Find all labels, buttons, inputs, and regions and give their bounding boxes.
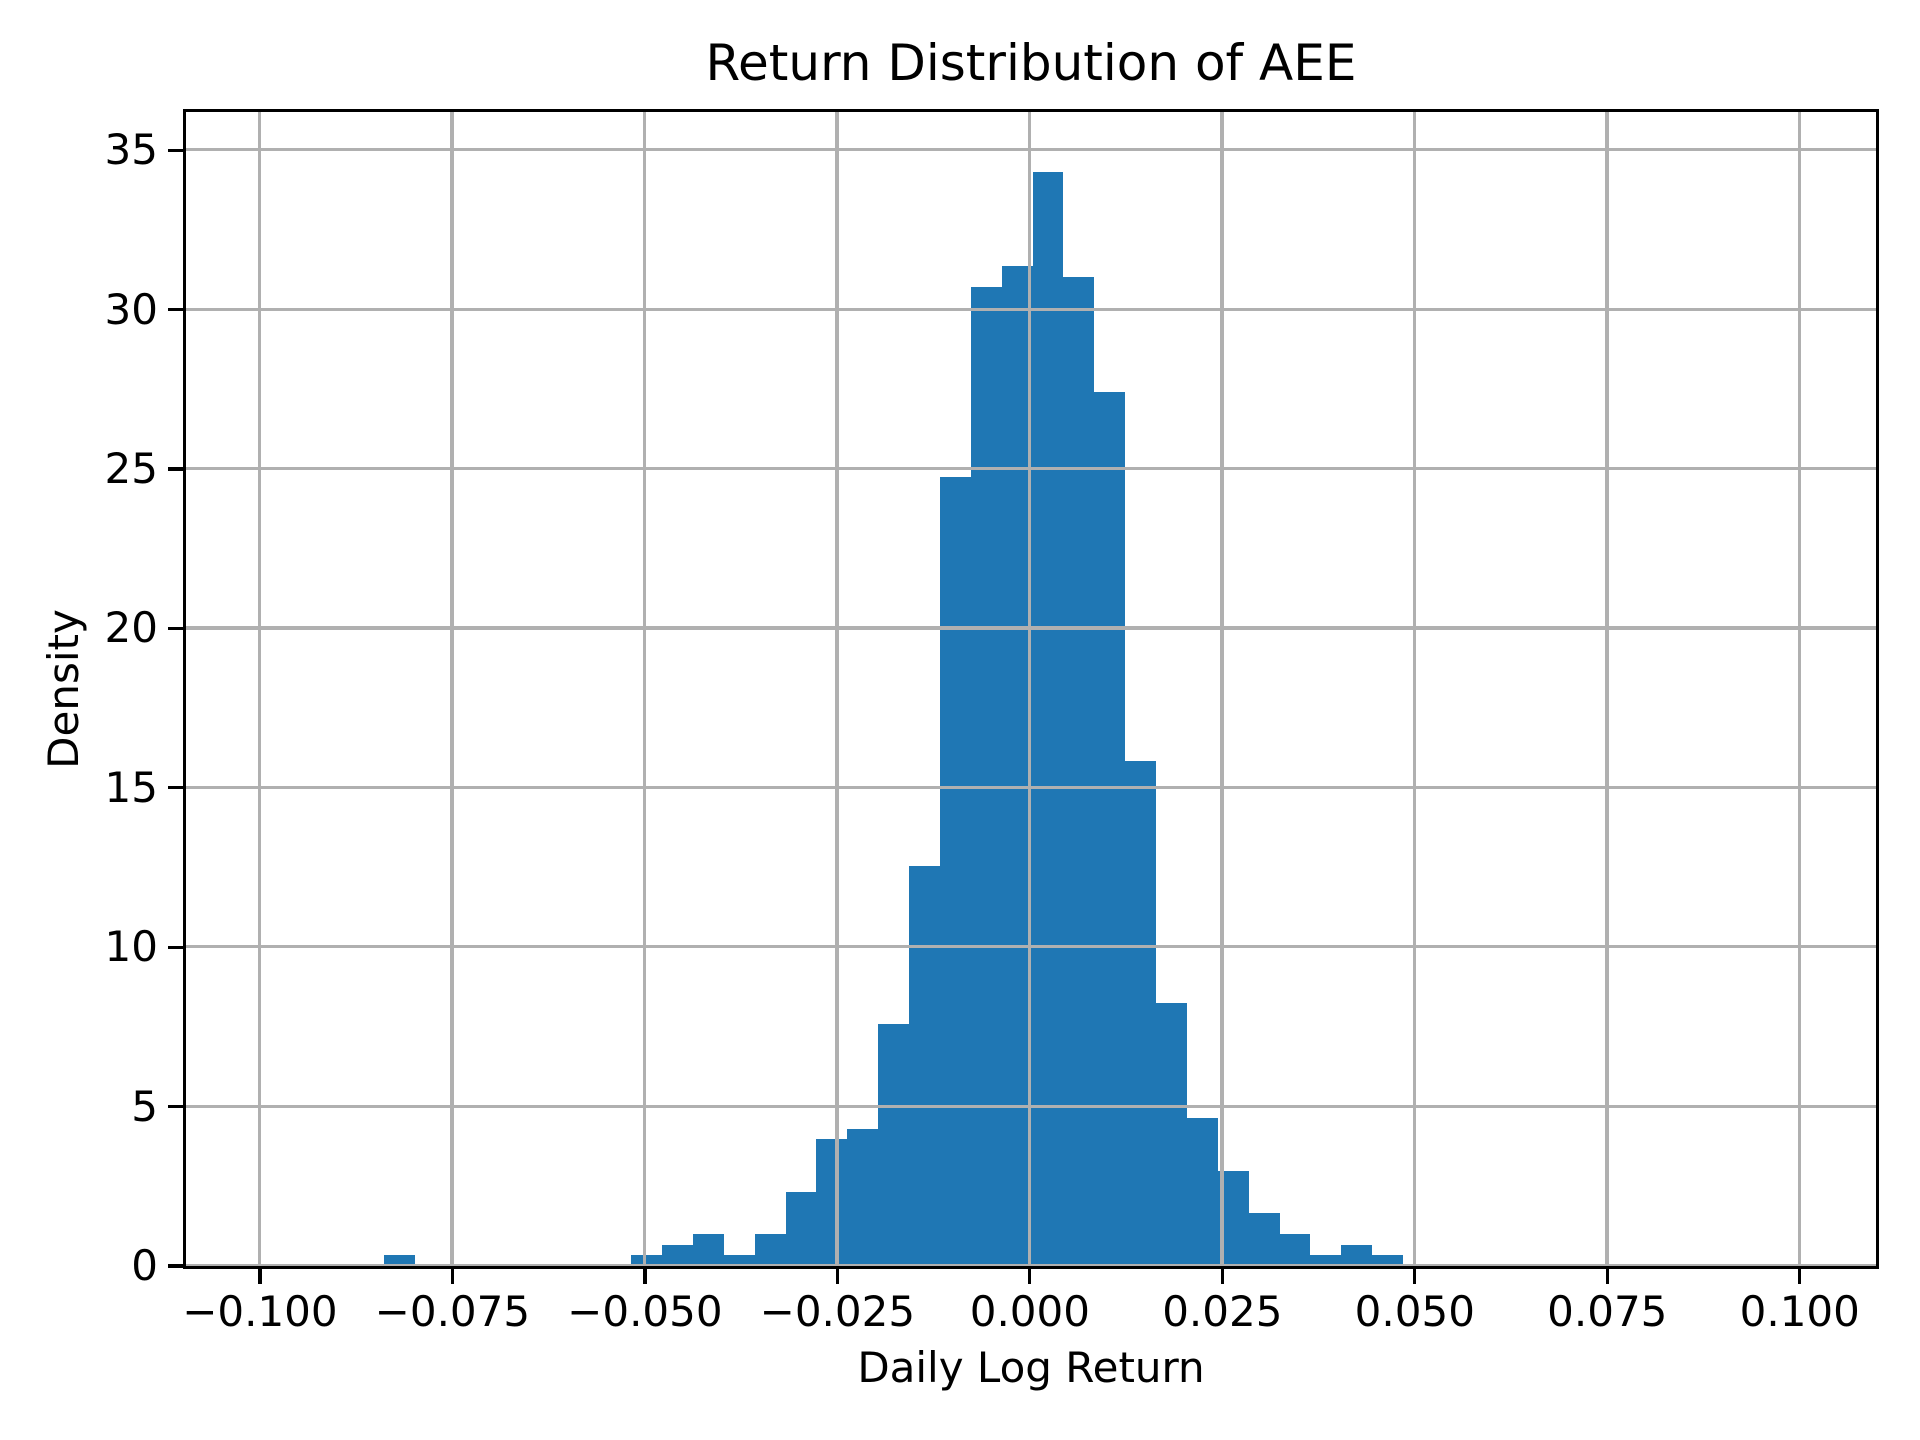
histogram-bar [384,1255,416,1266]
chart-title: Return Distribution of AEE [705,34,1357,92]
histogram-bar [1156,1002,1187,1266]
y-tick-mark [168,626,183,631]
y-tick-mark [168,1104,183,1109]
x-tick-mark [1413,1269,1417,1284]
y-tick-label: 0 [131,1241,158,1290]
y-tick-label: 25 [104,444,158,494]
x-gridline [1412,111,1417,1266]
x-gridline [642,111,647,1266]
histogram-bar [939,476,971,1266]
y-tick-mark [168,786,183,790]
y-gridline [185,1263,1876,1266]
y-tick-mark [168,307,183,312]
histogram-bar [1063,276,1095,1266]
histogram-bar [909,865,940,1266]
x-tick-label: −0.100 [182,1287,338,1336]
x-tick-label: 0.000 [969,1287,1090,1336]
y-gridline [185,785,1876,790]
histogram-bar [1341,1244,1373,1266]
histogram-bar [1186,1118,1218,1266]
y-tick-mark [168,467,183,471]
x-tick-mark [835,1269,839,1284]
x-axis-label: Daily Log Return [857,1343,1205,1392]
x-tick-label: 0.050 [1354,1287,1475,1336]
y-gridline [185,148,1876,152]
y-gridline [185,466,1876,471]
x-tick-label: 0.100 [1739,1287,1860,1336]
y-gridline [185,626,1876,630]
y-tick-label: 35 [104,125,158,175]
y-tick-mark [168,148,183,152]
histogram-bar [816,1139,848,1266]
y-tick-label: 30 [104,284,158,334]
histogram-bar [723,1255,755,1266]
x-tick-label: 0.075 [1547,1287,1668,1336]
x-tick-label: −0.025 [759,1287,916,1336]
y-tick-label: 10 [104,922,158,972]
histogram-bar [1310,1255,1342,1266]
y-gridline [185,307,1876,311]
x-tick-label: 0.025 [1162,1287,1283,1336]
histogram-bar [847,1128,879,1266]
x-gridline [1797,111,1802,1266]
histogram-bar [785,1191,817,1266]
histogram-bar [631,1255,663,1266]
histogram-bar [970,287,1002,1266]
y-tick-label: 20 [104,603,158,653]
histogram-bar [1279,1234,1311,1266]
x-tick-mark [258,1269,262,1284]
x-tick-mark [1798,1269,1802,1284]
x-gridline [1605,111,1609,1266]
histogram-bar [1248,1213,1280,1266]
x-tick-mark [450,1269,455,1284]
y-gridline [185,1104,1876,1108]
y-tick-label: 15 [104,762,158,812]
x-tick-mark [643,1269,647,1284]
histogram-bar [692,1234,724,1266]
x-tick-mark [1220,1269,1224,1284]
histogram-bar [1125,760,1157,1266]
x-gridline [257,111,262,1266]
histogram-bar [754,1234,786,1266]
y-gridline [185,945,1876,949]
y-tick-label: 5 [131,1081,158,1131]
histogram-bar [1372,1255,1404,1266]
y-tick-mark [168,1264,183,1268]
histogram-bar [1032,171,1064,1266]
histogram-bar [1001,266,1033,1266]
x-tick-label: −0.050 [567,1287,723,1336]
x-gridline [1220,111,1224,1266]
x-gridline [835,111,839,1266]
histogram-bar [1094,392,1126,1266]
x-tick-mark [1028,1269,1032,1284]
histogram-bar [878,1023,910,1266]
x-tick-mark [1605,1269,1609,1284]
x-gridline [1027,111,1032,1266]
histogram-bar [662,1244,693,1266]
y-tick-mark [168,945,183,949]
x-gridline [450,111,454,1266]
x-tick-label: −0.075 [374,1287,531,1336]
plot-area [182,108,1879,1269]
